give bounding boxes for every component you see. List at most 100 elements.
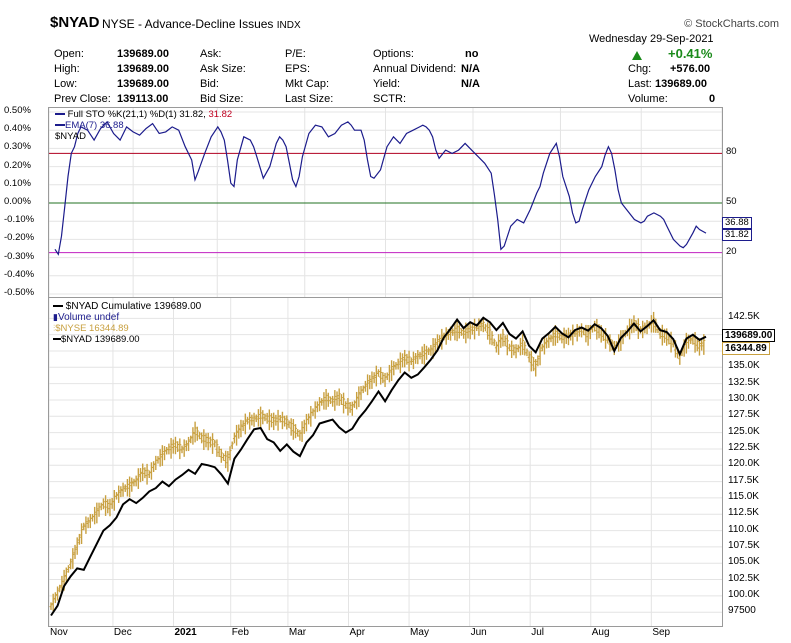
eps-label: EPS: — [285, 63, 311, 75]
low-value: 139689.00 — [117, 78, 169, 90]
price-right-tick: 107.5K — [728, 539, 760, 551]
sto-legend: Full STO %K(21,1) %D(1) 31.82, 31.82 EMA… — [55, 109, 232, 142]
sto-left-tick: 0.10% — [4, 177, 31, 189]
nyad-cumulative-line — [50, 316, 707, 617]
volume-label: Volume: — [628, 93, 668, 105]
sto-legend-k: Full STO %K(21,1) %D(1) 31.82, 31.82 — [55, 109, 232, 120]
dividend-value: N/A — [461, 63, 480, 75]
last-value: 139689.00 — [655, 78, 707, 90]
price-right-tick: 112.5K — [728, 507, 759, 519]
price-right-tick: 122.5K — [728, 441, 760, 453]
exchange-text: INDX — [276, 20, 301, 31]
price-right-tick: 117.5K — [728, 474, 759, 486]
x-axis-label: Nov — [50, 627, 68, 638]
sto-panel: Full STO %K(21,1) %D(1) 31.82, 31.82 EMA… — [48, 107, 723, 299]
options-value: no — [465, 48, 479, 60]
x-axis-label: Aug — [591, 627, 610, 638]
low-label: Low: — [54, 78, 78, 90]
x-axis-label: Dec — [113, 627, 132, 638]
price-right-tick: 97500 — [728, 605, 756, 617]
prev-close-value: 139113.00 — [117, 93, 169, 105]
x-axis-label: Feb — [231, 627, 249, 638]
chg-label: Chg: — [628, 63, 652, 75]
price-right-tick: 130.0K — [728, 392, 760, 404]
x-axis-label: Apr — [349, 627, 366, 638]
prev-close-label: Prev Close: — [54, 93, 111, 105]
sto-legend-k-value: 31.82 — [208, 109, 233, 120]
legend-volume-text: Volume undef — [57, 312, 120, 323]
price-right-tick: 127.5K — [728, 409, 760, 421]
x-axis-label: Mar — [288, 627, 307, 638]
sto-last-value-tag: 31.82 — [722, 229, 752, 242]
price-panel: $NYAD Cumulative 139689.00 ▮Volume undef… — [48, 297, 723, 627]
sto-legend-k-text: Full STO %K(21,1) %D(1) 31.82, — [67, 109, 206, 120]
mktcap-label: Mkt Cap: — [285, 78, 330, 90]
sctr-label: SCTR: — [373, 93, 406, 105]
sto-legend-ema: EMA(7) 36.88 — [55, 120, 232, 131]
legend-cumulative: $NYAD Cumulative 139689.00 — [53, 301, 201, 312]
price-right-tick: 142.5K — [728, 311, 760, 323]
sto-left-tick: -0.40% — [4, 268, 35, 280]
ohlc-bars-icon: ⫶ — [53, 323, 56, 333]
yield-label: Yield: — [373, 78, 401, 90]
volume-value: 0 — [709, 93, 716, 105]
legend-cumulative-text: $NYAD Cumulative 139689.00 — [65, 301, 202, 312]
open-label: Open: — [54, 48, 84, 60]
price-right-tick: 100.0K — [728, 588, 760, 600]
sto-left-tick: -0.30% — [4, 250, 35, 262]
sto-left-tick: 0.00% — [4, 196, 31, 207]
price-right-tick: 110.0K — [728, 523, 759, 535]
chg-value: +576.00 — [670, 63, 711, 75]
last-label: Last: — [628, 78, 652, 90]
x-axis-label: Jun — [470, 627, 487, 638]
price-last-tag: 139689.00 — [722, 328, 776, 342]
sto-plot — [49, 108, 722, 298]
price-right-tick: 125.0K — [728, 425, 760, 437]
sto-left-tick: -0.10% — [4, 214, 35, 226]
legend-nyad-text: $NYAD 139689.00 — [61, 334, 140, 345]
open-value: 139689.00 — [117, 48, 169, 60]
sto-left-tick: 0.40% — [4, 123, 31, 135]
price-right-tick: 105.0K — [728, 556, 760, 568]
nyse-last-tag: 16344.89 — [722, 341, 770, 355]
sto-legend-symbol: $NYAD — [55, 131, 86, 142]
x-axis-label: 2021 — [174, 627, 197, 638]
sto-left-tick: 0.30% — [4, 141, 31, 153]
sto-right-tick: 50 — [726, 196, 737, 207]
sto-right-tick: 20 — [726, 245, 737, 257]
last-size-label: Last Size: — [285, 93, 334, 105]
sto-k-line — [54, 120, 707, 256]
ask-label: Ask: — [200, 48, 222, 60]
price-right-tick: 115.0K — [728, 490, 759, 502]
bid-label: Bid: — [200, 78, 219, 90]
x-axis-label: Jul — [531, 627, 544, 638]
options-label: Options: — [373, 48, 414, 60]
ask-size-label: Ask Size: — [200, 63, 246, 75]
up-arrow-icon — [632, 51, 642, 60]
volume-bars-icon: ▮ — [53, 312, 58, 322]
price-legend: $NYAD Cumulative 139689.00 ▮Volume undef… — [53, 301, 201, 345]
chart-description: NYSE - Advance-Decline Issues INDX — [102, 17, 301, 31]
price-right-tick: 120.0K — [728, 458, 760, 470]
price-right-tick: 102.5K — [728, 572, 760, 584]
nyse-bars — [49, 311, 706, 612]
high-label: High: — [54, 63, 80, 75]
x-axis-label: May — [410, 627, 429, 638]
yield-value: N/A — [461, 78, 480, 90]
sto-left-tick: 0.20% — [4, 159, 31, 171]
bid-size-label: Bid Size: — [200, 93, 244, 105]
sto-left-tick: 0.50% — [4, 105, 31, 116]
copyright[interactable]: © StockCharts.com — [684, 18, 779, 30]
description-text: NYSE - Advance-Decline Issues — [102, 17, 274, 31]
legend-volume: ▮Volume undef — [53, 312, 201, 323]
sto-left-tick: -0.20% — [4, 232, 35, 244]
sto-right-tick: 80 — [726, 146, 737, 158]
sto-legend-ema-text: EMA(7) 36.88 — [65, 120, 124, 131]
high-value: 139689.00 — [117, 63, 169, 75]
pe-label: P/E: — [285, 48, 306, 60]
legend-nyse-text: $NYSE 16344.89 — [55, 323, 129, 334]
legend-nyse: ⫶$NYSE 16344.89 — [53, 323, 201, 334]
price-right-tick: 135.0K — [728, 360, 760, 372]
dividend-label: Annual Dividend: — [373, 63, 457, 75]
sto-last-value-tag: 36.88 — [722, 216, 752, 229]
